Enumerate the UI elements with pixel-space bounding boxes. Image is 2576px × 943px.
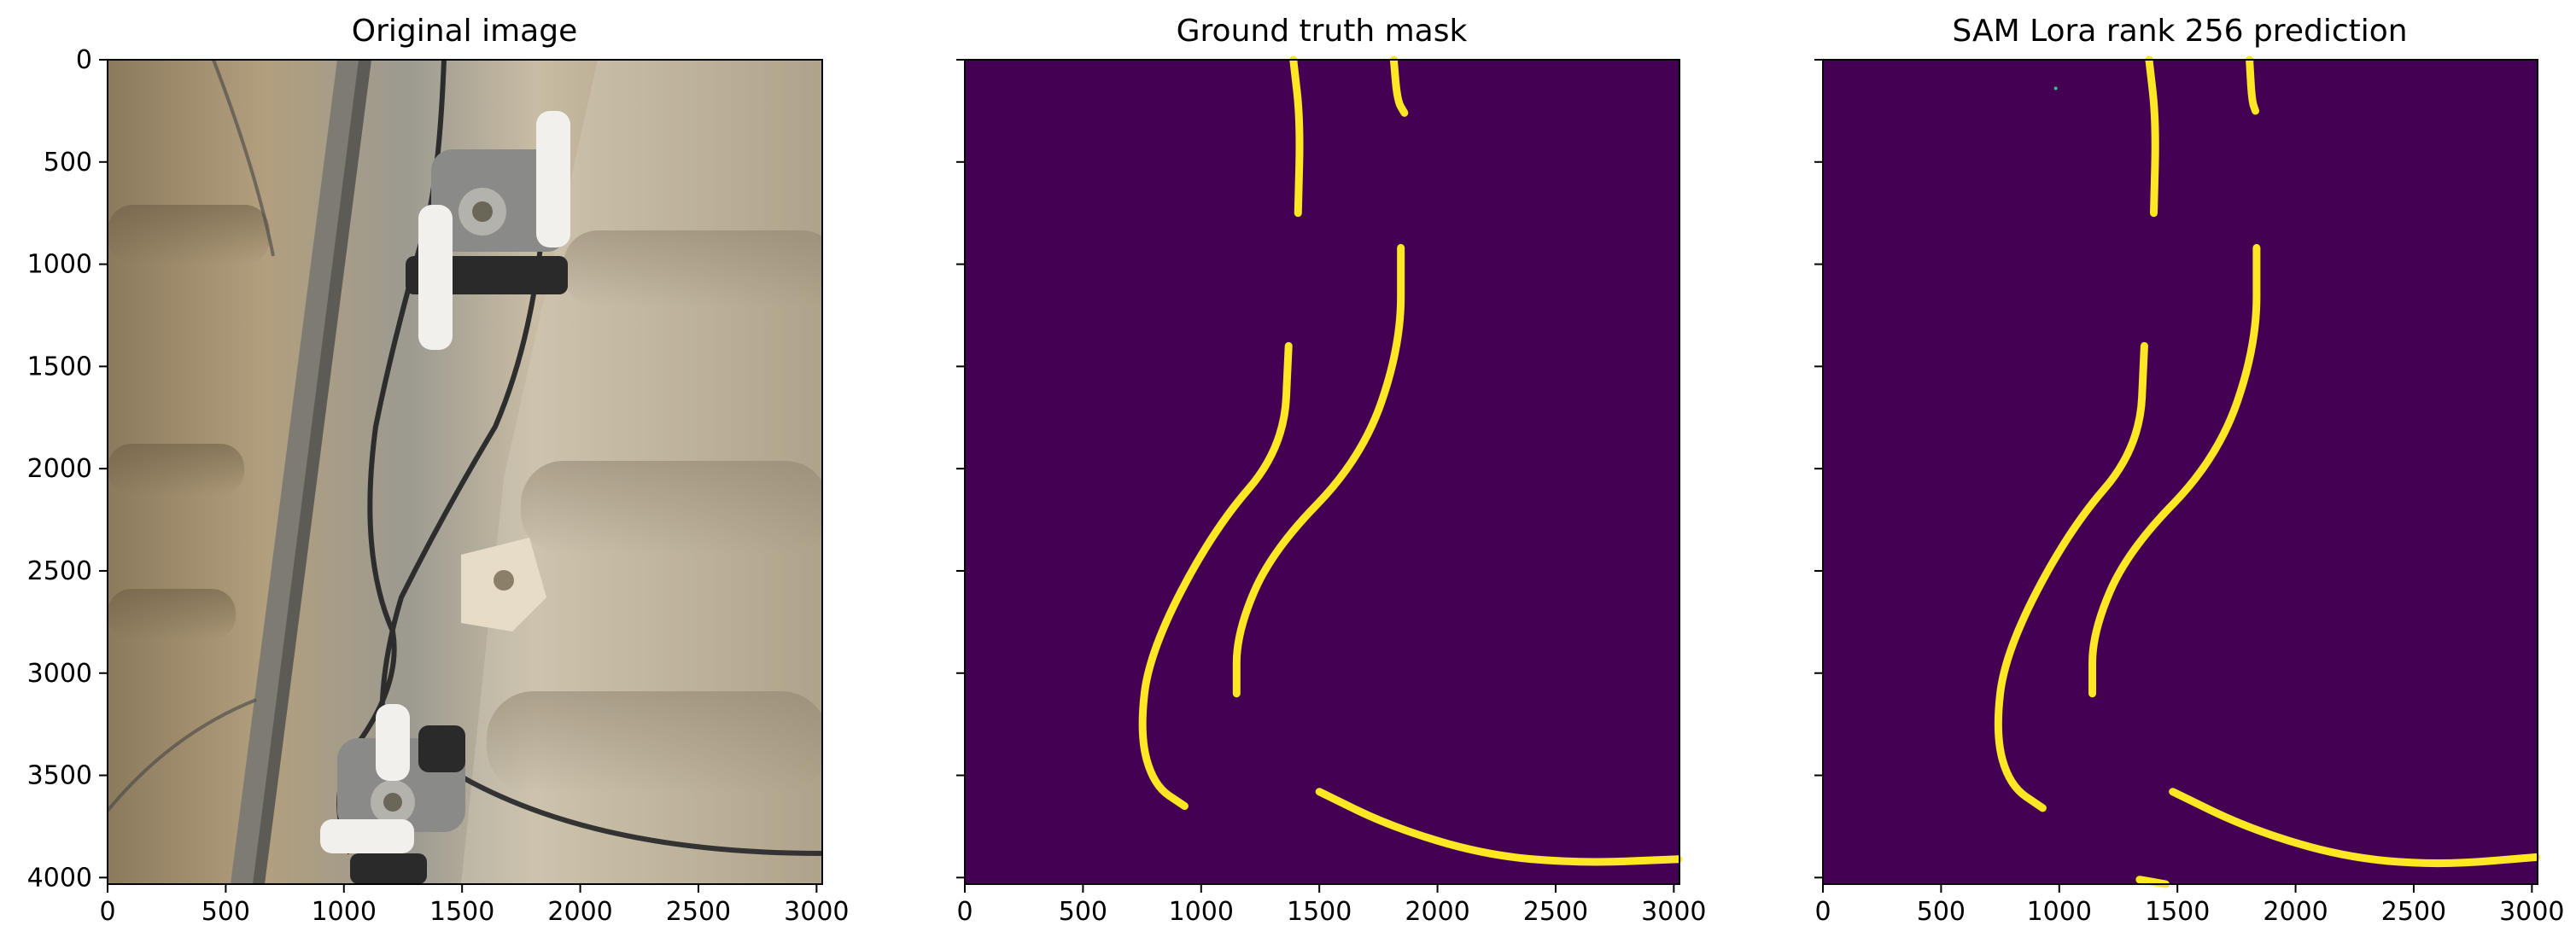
y-axis-ground-truth — [956, 59, 965, 879]
mask-speck-1 — [2053, 86, 2058, 90]
x-tick-label-3000: 3000 — [1641, 897, 1706, 927]
axes-frame-original — [107, 59, 823, 885]
mask-curve-4 — [1232, 243, 1405, 698]
x-tick-label-2000: 2000 — [2263, 897, 2328, 927]
mask-curve-1 — [2145, 55, 2159, 218]
y-tick-label-1500: 1500 — [27, 352, 92, 381]
y-tick-label-1000: 1000 — [27, 250, 92, 280]
x-axis-ground-truth: 0 500 1000 1500 2000 2500 3000 — [956, 884, 1707, 927]
x-tick-label-500: 500 — [1917, 897, 1966, 927]
y-tick-label-3000: 3000 — [27, 659, 92, 689]
panel-original-image: Original image — [27, 14, 850, 927]
panel-ground-truth-mask: Ground truth mask 0 500 1000 1500 2000 2500 30… — [956, 14, 1707, 927]
panel-sam-lora-prediction: SAM Lora rank 256 prediction 0 500 1000 150… — [1814, 14, 2565, 927]
x-tick-label-3000: 3000 — [2499, 897, 2564, 927]
clamp-bottom — [320, 704, 465, 884]
x-tick-label-500: 500 — [1059, 897, 1107, 927]
x-tick-label-1000: 1000 — [312, 897, 377, 927]
mask-curve-1 — [1289, 55, 1304, 218]
mask-curves — [1994, 55, 2541, 888]
panel-title-prediction: SAM Lora rank 256 prediction — [1952, 14, 2407, 49]
mask-background — [965, 60, 1679, 884]
y-tick-label-500: 500 — [44, 148, 92, 178]
x-axis-prediction: 0 500 1000 1500 2000 2500 3000 — [1814, 884, 2565, 927]
mask-background — [1823, 60, 2538, 884]
mask-curve-3 — [1994, 341, 2148, 812]
mask-curve-4 — [2088, 243, 2261, 698]
x-tick-label-1500: 1500 — [2145, 897, 2210, 927]
x-tick-label-0: 0 — [956, 897, 973, 927]
mask-curve-2 — [1389, 55, 1409, 117]
x-tick-label-1000: 1000 — [1169, 897, 1234, 927]
x-tick-label-500: 500 — [202, 897, 250, 927]
x-tick-label-2000: 2000 — [547, 897, 612, 927]
mask-curve-5 — [2169, 788, 2541, 868]
x-tick-label-2500: 2500 — [2381, 897, 2446, 927]
x-tick-label-1500: 1500 — [429, 897, 494, 927]
mask-curve-6 — [2135, 876, 2170, 888]
mask-curve-2 — [2246, 55, 2260, 115]
x-tick-label-2500: 2500 — [666, 897, 731, 927]
x-tick-label-2000: 2000 — [1405, 897, 1469, 927]
panel-title-ground-truth: Ground truth mask — [1177, 14, 1468, 49]
mask-curve-5 — [1315, 788, 1683, 866]
y-tick-label-0: 0 — [76, 45, 92, 75]
original-photo — [108, 60, 822, 884]
x-axis-original: 0 500 1000 1500 2000 2500 3000 — [99, 884, 850, 927]
y-axis-original: 0 500 1000 1500 2000 2500 3000 3500 4000 — [27, 45, 108, 893]
axes-frame-ground-truth — [964, 59, 1680, 885]
mask-curves — [1138, 55, 1683, 866]
x-tick-label-1000: 1000 — [2027, 897, 2092, 927]
y-tick-label-2500: 2500 — [27, 556, 92, 586]
axes-frame-prediction — [1822, 59, 2538, 885]
x-tick-label-3000: 3000 — [784, 897, 849, 927]
y-tick-label-2000: 2000 — [27, 454, 92, 484]
panel-title-original: Original image — [352, 14, 577, 49]
x-tick-label-2500: 2500 — [1523, 897, 1588, 927]
x-tick-label-0: 0 — [99, 897, 115, 927]
x-tick-label-0: 0 — [1814, 897, 1831, 927]
x-tick-label-1500: 1500 — [1287, 897, 1352, 927]
y-tick-label-3500: 3500 — [27, 761, 92, 791]
clamp-top — [406, 111, 570, 350]
y-axis-prediction — [1814, 59, 1823, 879]
y-tick-label-4000: 4000 — [27, 863, 92, 893]
mask-curve-3 — [1138, 341, 1293, 810]
bracket-mid — [461, 538, 546, 632]
